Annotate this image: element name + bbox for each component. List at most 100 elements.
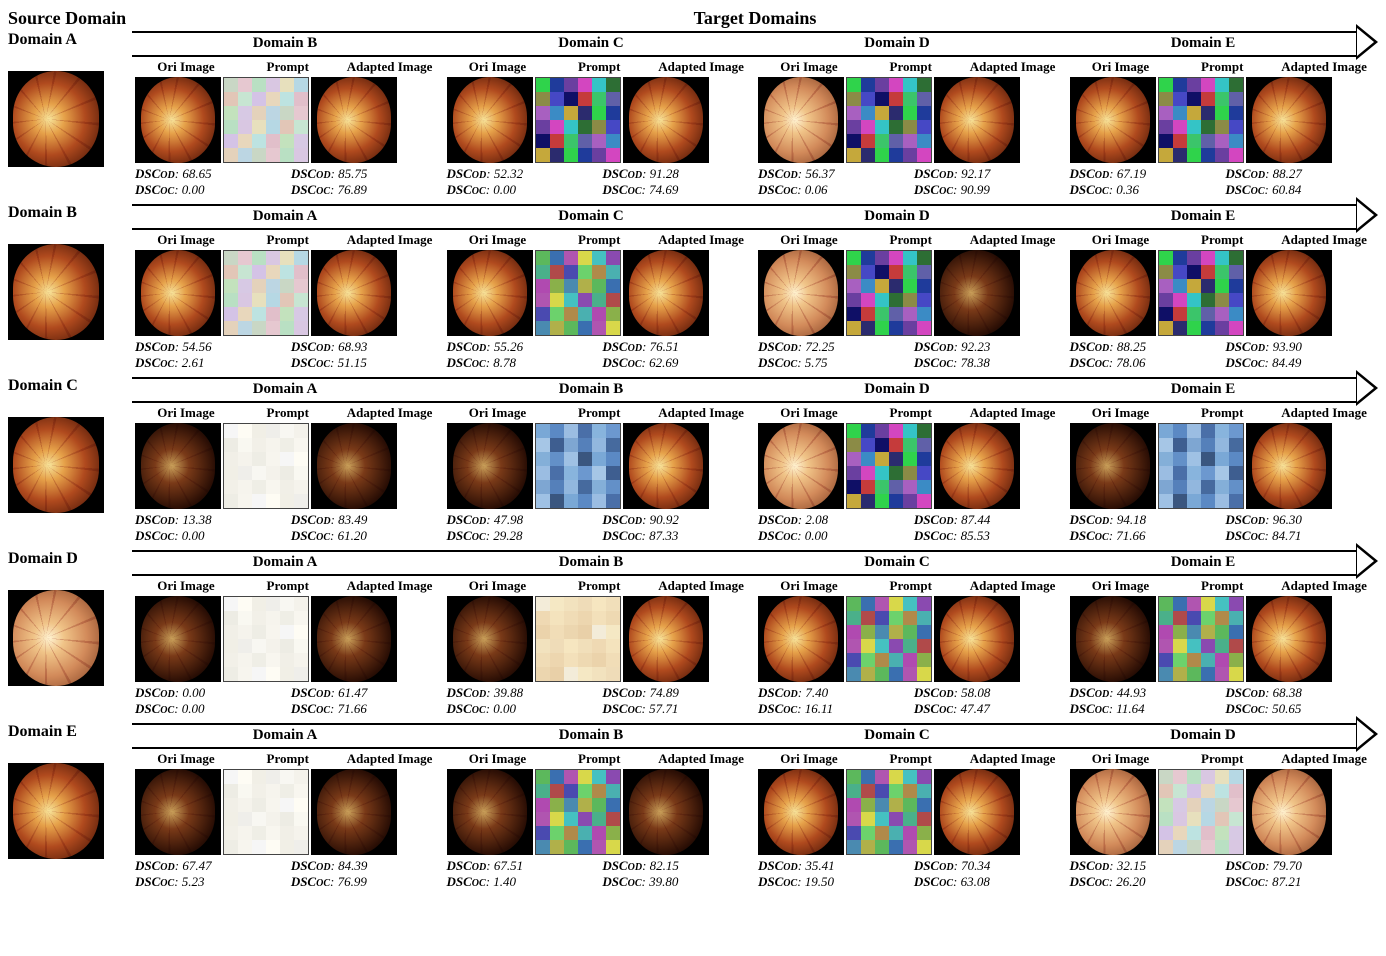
- target-domain-label: Domain C: [744, 726, 1050, 744]
- target-group: Ori ImagePromptAdapted ImageDSCOD: 2.08D…: [755, 405, 1067, 544]
- ori-image-label: Ori Image: [758, 232, 860, 248]
- metrics: DSCOD: 35.41DSCOC: 19.50DSCOD: 70.34DSCO…: [758, 858, 1064, 890]
- ori-image: [1070, 250, 1156, 336]
- arrow-bar: Domain ADomain BDomain CDomain D: [132, 723, 1356, 749]
- adapted-image: [1246, 423, 1332, 509]
- adapted-image-label: Adapted Image: [339, 578, 441, 594]
- prompt-grid: [223, 250, 309, 336]
- domain-row: Domain DDomain ADomain BDomain CDomain E…: [8, 550, 1378, 717]
- adapted-metrics: DSCOD: 84.39DSCOC: 76.99: [291, 858, 441, 890]
- ori-image-label: Ori Image: [758, 59, 860, 75]
- target-domain-label: Domain B: [438, 726, 744, 744]
- target-group: Ori ImagePromptAdapted ImageDSCOD: 47.98…: [444, 405, 756, 544]
- ori-image-label: Ori Image: [135, 578, 237, 594]
- target-group: Ori ImagePromptAdapted ImageDSCOD: 39.88…: [444, 578, 756, 717]
- source-label: Domain A: [8, 31, 77, 49]
- ori-metrics: DSCOD: 68.65DSCOC: 0.00: [135, 166, 285, 198]
- target-group: Ori ImagePromptAdapted ImageDSCOD: 67.47…: [132, 751, 444, 890]
- adapted-image-label: Adapted Image: [962, 59, 1064, 75]
- target-group: Ori ImagePromptAdapted ImageDSCOD: 94.18…: [1067, 405, 1379, 544]
- adapted-metrics: DSCOD: 82.15DSCOC: 39.80: [602, 858, 752, 890]
- ori-image: [447, 77, 533, 163]
- adapted-metrics: DSCOD: 93.90DSCOC: 84.49: [1225, 339, 1375, 371]
- adapted-image: [934, 769, 1020, 855]
- target-domain-label: Domain E: [1050, 553, 1356, 571]
- metrics: DSCOD: 56.37DSCOC: 0.06DSCOD: 92.17DSCOC…: [758, 166, 1064, 198]
- prompt-grid: [846, 77, 932, 163]
- prompt-label: Prompt: [1171, 59, 1273, 75]
- target-group: Ori ImagePromptAdapted ImageDSCOD: 13.38…: [132, 405, 444, 544]
- ori-image: [447, 769, 533, 855]
- prompt-grid: [223, 423, 309, 509]
- prompt-label: Prompt: [1171, 751, 1273, 767]
- ori-metrics: DSCOD: 32.15DSCOC: 26.20: [1070, 858, 1220, 890]
- source-domain-header: Source Domain: [8, 8, 132, 29]
- prompt-grid: [223, 77, 309, 163]
- target-domain-label: Domain E: [1050, 34, 1356, 52]
- ori-metrics: DSCOD: 56.37DSCOC: 0.06: [758, 166, 908, 198]
- prompt-grid: [535, 250, 621, 336]
- ori-image: [758, 77, 844, 163]
- adapted-metrics: DSCOD: 68.93DSCOC: 51.15: [291, 339, 441, 371]
- adapted-image-label: Adapted Image: [962, 232, 1064, 248]
- adapted-image-label: Adapted Image: [650, 59, 752, 75]
- prompt-grid: [1158, 596, 1244, 682]
- metrics: DSCOD: 32.15DSCOC: 26.20DSCOD: 79.70DSCO…: [1070, 858, 1376, 890]
- prompt-grid: [535, 769, 621, 855]
- ori-image: [447, 423, 533, 509]
- adapted-metrics: DSCOD: 76.51DSCOC: 62.69: [602, 339, 752, 371]
- adapted-image: [1246, 769, 1332, 855]
- adapted-metrics: DSCOD: 92.23DSCOC: 78.38: [914, 339, 1064, 371]
- adapted-image-label: Adapted Image: [1273, 59, 1375, 75]
- ori-metrics: DSCOD: 88.25DSCOC: 78.06: [1070, 339, 1220, 371]
- ori-image: [135, 596, 221, 682]
- ori-image: [1070, 423, 1156, 509]
- adapted-image-label: Adapted Image: [1273, 578, 1375, 594]
- ori-metrics: DSCOD: 13.38DSCOC: 0.00: [135, 512, 285, 544]
- ori-metrics: DSCOD: 52.32DSCOC: 0.00: [447, 166, 597, 198]
- adapted-metrics: DSCOD: 88.27DSCOC: 60.84: [1225, 166, 1375, 198]
- adapted-metrics: DSCOD: 91.28DSCOC: 74.69: [602, 166, 752, 198]
- target-domain-label: Domain A: [132, 207, 438, 225]
- target-group: Ori ImagePromptAdapted ImageDSCOD: 67.19…: [1067, 59, 1379, 198]
- ori-image: [758, 596, 844, 682]
- prompt-label: Prompt: [237, 578, 339, 594]
- source-image: [8, 244, 104, 340]
- adapted-image: [311, 250, 397, 336]
- prompt-label: Prompt: [548, 405, 650, 421]
- prompt-label: Prompt: [860, 59, 962, 75]
- prompt-label: Prompt: [237, 751, 339, 767]
- target-domain-label: Domain C: [438, 207, 744, 225]
- prompt-grid: [535, 596, 621, 682]
- adapted-metrics: DSCOD: 90.92DSCOC: 87.33: [602, 512, 752, 544]
- ori-metrics: DSCOD: 7.40DSCOC: 16.11: [758, 685, 908, 717]
- prompt-grid: [1158, 769, 1244, 855]
- adapted-image: [1246, 596, 1332, 682]
- target-domain-label: Domain C: [744, 553, 1050, 571]
- target-domain-label: Domain A: [132, 380, 438, 398]
- ori-image: [135, 423, 221, 509]
- adapted-metrics: DSCOD: 68.38DSCOC: 50.65: [1225, 685, 1375, 717]
- prompt-label: Prompt: [237, 232, 339, 248]
- ori-image: [1070, 596, 1156, 682]
- target-group: Ori ImagePromptAdapted ImageDSCOD: 7.40D…: [755, 578, 1067, 717]
- prompt-label: Prompt: [548, 578, 650, 594]
- ori-image-label: Ori Image: [447, 751, 549, 767]
- ori-metrics: DSCOD: 72.25DSCOC: 5.75: [758, 339, 908, 371]
- target-group: Ori ImagePromptAdapted ImageDSCOD: 52.32…: [444, 59, 756, 198]
- target-group: Ori ImagePromptAdapted ImageDSCOD: 32.15…: [1067, 751, 1379, 890]
- prompt-label: Prompt: [548, 232, 650, 248]
- ori-metrics: DSCOD: 47.98DSCOC: 29.28: [447, 512, 597, 544]
- prompt-label: Prompt: [548, 751, 650, 767]
- target-domain-label: Domain D: [744, 34, 1050, 52]
- target-group: Ori ImagePromptAdapted ImageDSCOD: 35.41…: [755, 751, 1067, 890]
- adapted-image: [1246, 77, 1332, 163]
- target-group: Ori ImagePromptAdapted ImageDSCOD: 55.26…: [444, 232, 756, 371]
- ori-image: [1070, 769, 1156, 855]
- adapted-image-label: Adapted Image: [650, 578, 752, 594]
- prompt-grid: [846, 596, 932, 682]
- prompt-grid: [223, 769, 309, 855]
- adapted-image-label: Adapted Image: [650, 405, 752, 421]
- domain-row: Domain CDomain ADomain BDomain DDomain E…: [8, 377, 1378, 544]
- adapted-image: [1246, 250, 1332, 336]
